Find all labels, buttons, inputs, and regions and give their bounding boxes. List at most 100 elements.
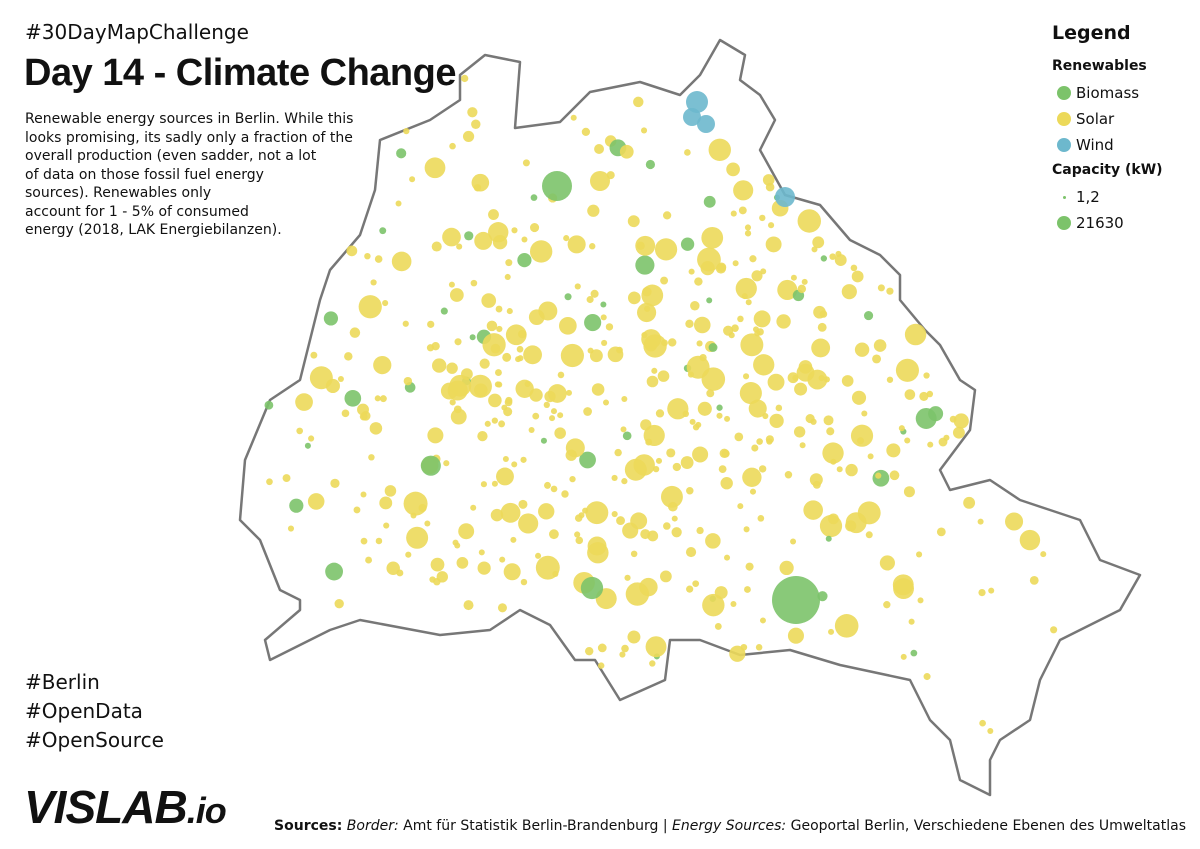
energy-site — [812, 236, 825, 249]
energy-site — [936, 527, 946, 537]
energy-site — [953, 413, 969, 429]
energy-site — [517, 253, 532, 268]
energy-site — [600, 301, 607, 308]
energy-site — [495, 305, 503, 313]
energy-site — [584, 314, 602, 332]
energy-site — [511, 461, 518, 468]
logo: VISLAB.io — [24, 780, 227, 834]
energy-site — [511, 227, 518, 234]
energy-site — [811, 246, 818, 253]
energy-site — [749, 255, 757, 263]
energy-site — [718, 465, 727, 474]
legend-label: Solar — [1076, 110, 1115, 128]
energy-site — [977, 518, 984, 525]
energy-site — [574, 514, 583, 522]
energy-site — [735, 277, 757, 300]
energy-site — [504, 273, 511, 281]
energy-site — [532, 412, 540, 420]
energy-site — [952, 426, 965, 439]
description-line: Renewable energy sources in Berlin. Whil… — [25, 111, 354, 127]
energy-site — [828, 513, 839, 525]
energy-site — [697, 115, 715, 133]
energy-site — [360, 491, 367, 498]
energy-site — [790, 274, 797, 281]
energy-site — [645, 438, 653, 446]
energy-site — [724, 554, 731, 561]
energy-site — [693, 316, 711, 334]
energy-site — [587, 536, 607, 556]
energy-site — [590, 171, 610, 191]
energy-site — [694, 277, 703, 286]
energy-site — [496, 467, 514, 486]
energy-site — [740, 643, 748, 651]
energy-site — [696, 526, 704, 535]
energy-site — [518, 513, 539, 534]
energy-site — [403, 491, 428, 516]
energy-site — [346, 245, 358, 257]
energy-site — [987, 727, 994, 734]
energy-site — [657, 370, 670, 382]
energy-site — [563, 235, 570, 242]
energy-site — [482, 333, 506, 357]
energy-site — [544, 481, 551, 489]
energy-site — [552, 570, 559, 577]
energy-site — [652, 465, 660, 473]
energy-site — [671, 527, 682, 538]
energy-site — [820, 255, 828, 262]
energy-site — [565, 438, 585, 458]
energy-site — [454, 542, 461, 549]
energy-site — [886, 287, 894, 295]
energy-site — [633, 96, 644, 108]
energy-site — [730, 210, 737, 217]
energy-site — [655, 409, 665, 418]
energy-site — [458, 523, 475, 540]
energy-site — [492, 235, 508, 250]
energy-site — [889, 470, 900, 481]
energy-site — [379, 496, 393, 510]
energy-site — [403, 127, 410, 135]
energy-site — [777, 279, 798, 300]
energy-site — [872, 469, 890, 487]
energy-site — [463, 600, 474, 611]
energy-site — [549, 415, 556, 422]
energy-site — [908, 618, 915, 625]
energy-site — [498, 420, 506, 428]
energy-site — [904, 323, 927, 346]
energy-site — [797, 209, 822, 233]
energy-site — [424, 520, 431, 527]
energy-site — [796, 363, 815, 382]
energy-site — [325, 562, 344, 581]
energy-site — [521, 236, 528, 243]
energy-site — [549, 529, 559, 540]
energy-site — [751, 444, 759, 452]
energy-site — [745, 562, 754, 571]
legend-swatch — [1052, 195, 1076, 199]
energy-site — [660, 570, 672, 583]
energy-site — [744, 586, 751, 593]
energy-site — [454, 338, 462, 346]
energy-site — [686, 487, 694, 495]
energy-site — [716, 412, 723, 419]
energy-site — [581, 127, 591, 137]
energy-site — [903, 486, 915, 498]
energy-site — [540, 437, 547, 444]
energy-site — [879, 555, 895, 571]
energy-site — [560, 343, 584, 368]
energy-site — [734, 432, 744, 442]
energy-site — [765, 236, 782, 253]
energy-site — [685, 546, 697, 558]
energy-site — [668, 338, 677, 347]
energy-site — [705, 533, 721, 549]
energy-source: Geoportal Berlin, Verschiedene Ebenen de… — [790, 818, 1186, 834]
energy-site — [384, 485, 397, 497]
energy-site — [794, 382, 808, 396]
energy-site — [554, 427, 566, 439]
energy-site — [923, 372, 930, 379]
energy-site — [661, 339, 668, 347]
energy-site — [374, 395, 381, 402]
energy-site — [687, 371, 694, 378]
energy-site — [506, 308, 513, 315]
energy-site — [341, 409, 350, 418]
energy-site — [538, 503, 555, 520]
energy-site — [358, 295, 382, 319]
